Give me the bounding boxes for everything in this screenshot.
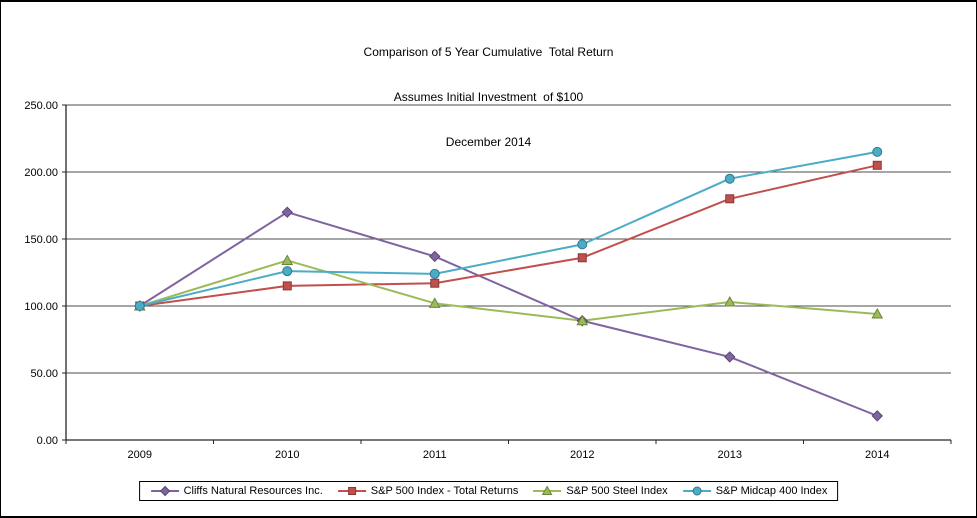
data-point-marker [282, 266, 293, 277]
legend-marker-diamond-icon [150, 485, 179, 497]
legend-marker-triangle-icon [533, 485, 562, 495]
y-axis-tick-label: 0.00 [37, 435, 58, 447]
data-point-marker [725, 194, 735, 204]
data-point-marker [577, 253, 587, 263]
y-axis-tick-label: 150.00 [24, 234, 58, 246]
data-point-marker [692, 486, 702, 496]
legend-label: S&P Midcap 400 Index [715, 485, 828, 497]
legend-label: S&P 500 Steel Index [566, 485, 668, 497]
legend-item-1: S&P 500 Index - Total Returns [337, 485, 519, 497]
y-axis-tick-label: 200.00 [24, 167, 58, 179]
data-point-marker [429, 250, 441, 263]
data-point-marker [428, 297, 441, 308]
data-point-marker [576, 314, 589, 326]
data-point-marker [723, 295, 736, 307]
x-axis-tick-label: 2011 [423, 449, 447, 461]
data-point-marker [542, 485, 553, 495]
data-point-marker [134, 301, 145, 311]
series-line-1 [139, 164, 878, 307]
data-point-marker [159, 485, 170, 497]
x-axis-tick-label: 2012 [570, 449, 594, 461]
y-axis-tick-label: 50.00 [30, 368, 58, 380]
series-line-2 [139, 259, 878, 322]
legend-item-3: S&P Midcap 400 Index [682, 485, 828, 497]
legend-marker-square-icon [337, 487, 366, 495]
data-point-marker [872, 146, 883, 157]
data-point-marker [872, 160, 882, 170]
data-point-marker [577, 239, 588, 250]
legend-label: Cliffs Natural Resources Inc. [183, 485, 323, 497]
data-point-marker [724, 173, 735, 184]
y-axis-tick-label: 250.00 [24, 100, 58, 112]
series-line-0 [139, 211, 878, 417]
data-point-marker [281, 254, 294, 265]
data-point-marker [429, 268, 440, 279]
x-axis-tick-label: 2014 [865, 449, 889, 461]
legend-label: S&P 500 Index - Total Returns [370, 485, 519, 497]
x-axis-tick-label: 2010 [275, 449, 299, 461]
y-axis-tick-label: 100.00 [24, 301, 58, 313]
data-point-marker [347, 487, 356, 495]
data-point-marker [724, 351, 736, 363]
data-point-marker [282, 281, 292, 291]
chart-title-line-2: Assumes Initial Investment of $100 [393, 90, 584, 104]
series-line-3 [139, 150, 878, 307]
x-axis-tick-label: 2009 [128, 449, 152, 461]
chart-title: Comparison of 5 Year Cumulative Total Re… [1, 15, 976, 180]
data-point-marker [871, 308, 884, 319]
chart-title-line-1: Comparison of 5 Year Cumulative Total Re… [363, 45, 614, 59]
chart-title-line-3: December 2014 [445, 135, 532, 149]
chart-legend: Cliffs Natural Resources Inc. S&P 500 Ind… [138, 481, 839, 501]
data-point-marker [430, 278, 440, 288]
data-point-marker [281, 206, 293, 218]
legend-marker-circle-icon [682, 486, 711, 496]
data-point-marker [871, 410, 883, 422]
legend-item-2: S&P 500 Steel Index [532, 485, 668, 497]
legend-item-0: Cliffs Natural Resources Inc. [150, 485, 323, 497]
x-axis-tick-label: 2013 [718, 449, 742, 461]
